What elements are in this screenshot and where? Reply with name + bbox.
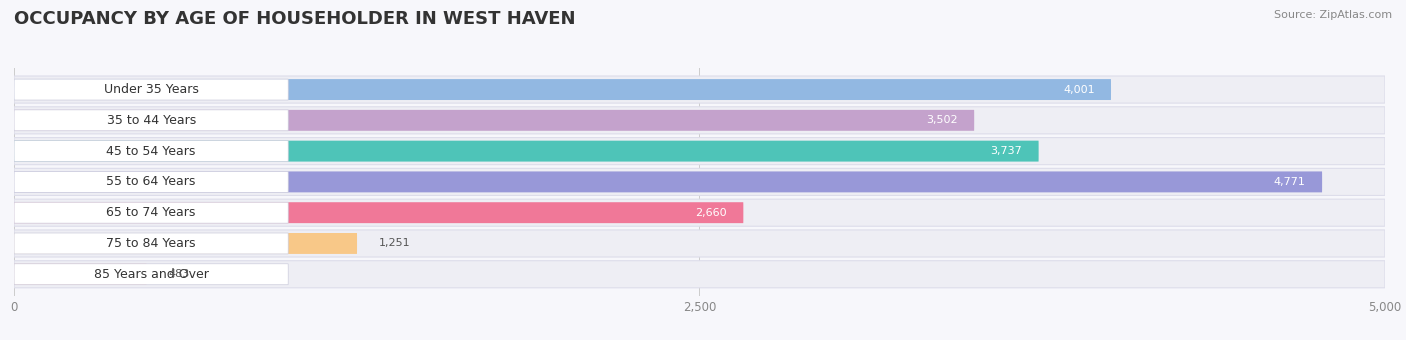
FancyBboxPatch shape: [14, 138, 1385, 165]
FancyBboxPatch shape: [14, 261, 1385, 288]
FancyBboxPatch shape: [14, 202, 744, 223]
Text: 85 Years and Over: 85 Years and Over: [94, 268, 208, 281]
FancyBboxPatch shape: [14, 233, 288, 254]
Text: Source: ZipAtlas.com: Source: ZipAtlas.com: [1274, 10, 1392, 20]
FancyBboxPatch shape: [14, 202, 288, 223]
FancyBboxPatch shape: [14, 79, 1111, 100]
FancyBboxPatch shape: [14, 171, 288, 192]
FancyBboxPatch shape: [14, 110, 974, 131]
Text: Under 35 Years: Under 35 Years: [104, 83, 198, 96]
Text: 2,660: 2,660: [696, 208, 727, 218]
Text: 3,502: 3,502: [927, 115, 957, 125]
Text: 55 to 64 Years: 55 to 64 Years: [107, 175, 195, 188]
FancyBboxPatch shape: [14, 141, 288, 162]
FancyBboxPatch shape: [14, 79, 288, 100]
Text: OCCUPANCY BY AGE OF HOUSEHOLDER IN WEST HAVEN: OCCUPANCY BY AGE OF HOUSEHOLDER IN WEST …: [14, 10, 575, 28]
Text: 4,001: 4,001: [1063, 85, 1094, 95]
FancyBboxPatch shape: [14, 110, 288, 131]
FancyBboxPatch shape: [14, 264, 288, 285]
Text: 3,737: 3,737: [990, 146, 1022, 156]
FancyBboxPatch shape: [14, 171, 1322, 192]
Text: 35 to 44 Years: 35 to 44 Years: [107, 114, 195, 127]
FancyBboxPatch shape: [14, 264, 146, 285]
Text: 483: 483: [169, 269, 190, 279]
FancyBboxPatch shape: [14, 76, 1385, 103]
Text: 4,771: 4,771: [1274, 177, 1306, 187]
Text: 75 to 84 Years: 75 to 84 Years: [107, 237, 195, 250]
Text: 65 to 74 Years: 65 to 74 Years: [107, 206, 195, 219]
Text: 1,251: 1,251: [380, 238, 411, 249]
FancyBboxPatch shape: [14, 107, 1385, 134]
Text: 45 to 54 Years: 45 to 54 Years: [107, 144, 195, 158]
FancyBboxPatch shape: [14, 230, 1385, 257]
FancyBboxPatch shape: [14, 168, 1385, 196]
FancyBboxPatch shape: [14, 233, 357, 254]
FancyBboxPatch shape: [14, 141, 1039, 162]
FancyBboxPatch shape: [14, 199, 1385, 226]
